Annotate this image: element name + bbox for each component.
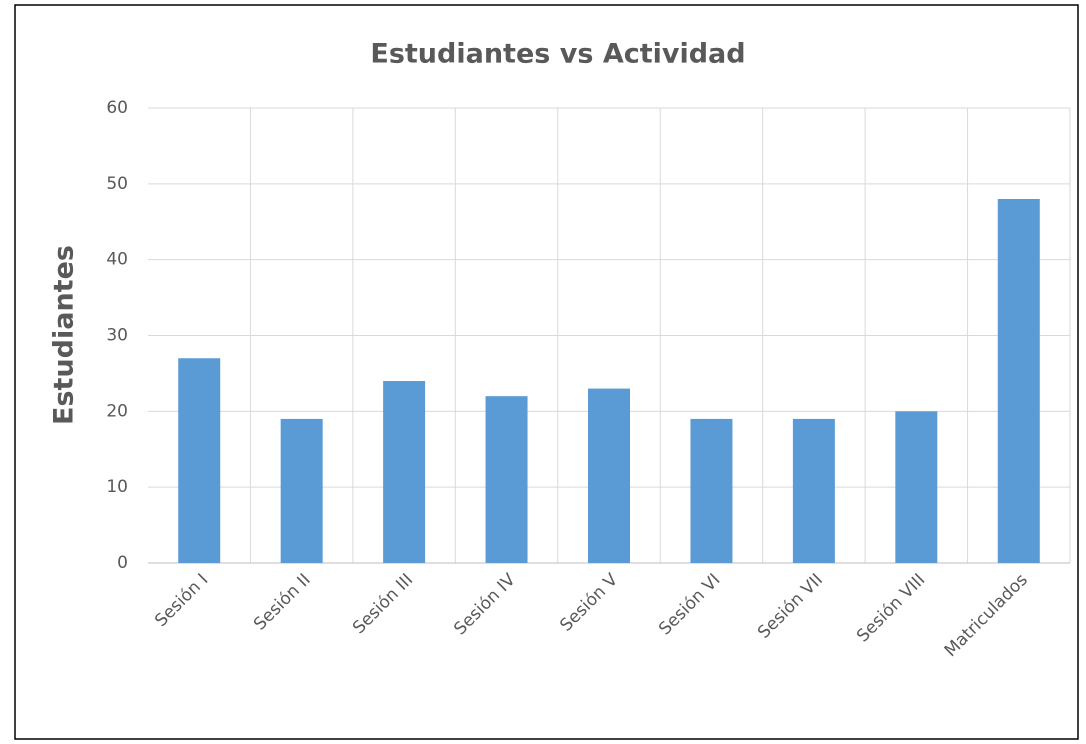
- y-tick-label: 50: [106, 174, 128, 194]
- chart-title: Estudiantes vs Actividad: [370, 39, 745, 70]
- bar: [588, 388, 630, 563]
- y-tick-label: 0: [117, 553, 128, 573]
- y-tick-label: 10: [106, 477, 128, 497]
- bar: [485, 396, 528, 563]
- bar: [178, 358, 221, 563]
- bar: [280, 418, 323, 563]
- bar: [690, 418, 733, 563]
- bar: [895, 411, 938, 563]
- y-tick-label: 40: [106, 250, 128, 270]
- y-tick-label: 30: [106, 326, 128, 346]
- bar: [792, 418, 835, 563]
- y-axis-label: Estudiantes: [49, 245, 80, 425]
- y-tick-label: 60: [106, 98, 128, 118]
- bar: [383, 381, 426, 563]
- y-tick-label: 20: [106, 401, 128, 421]
- chart-border: [14, 4, 1079, 740]
- bar: [997, 199, 1040, 563]
